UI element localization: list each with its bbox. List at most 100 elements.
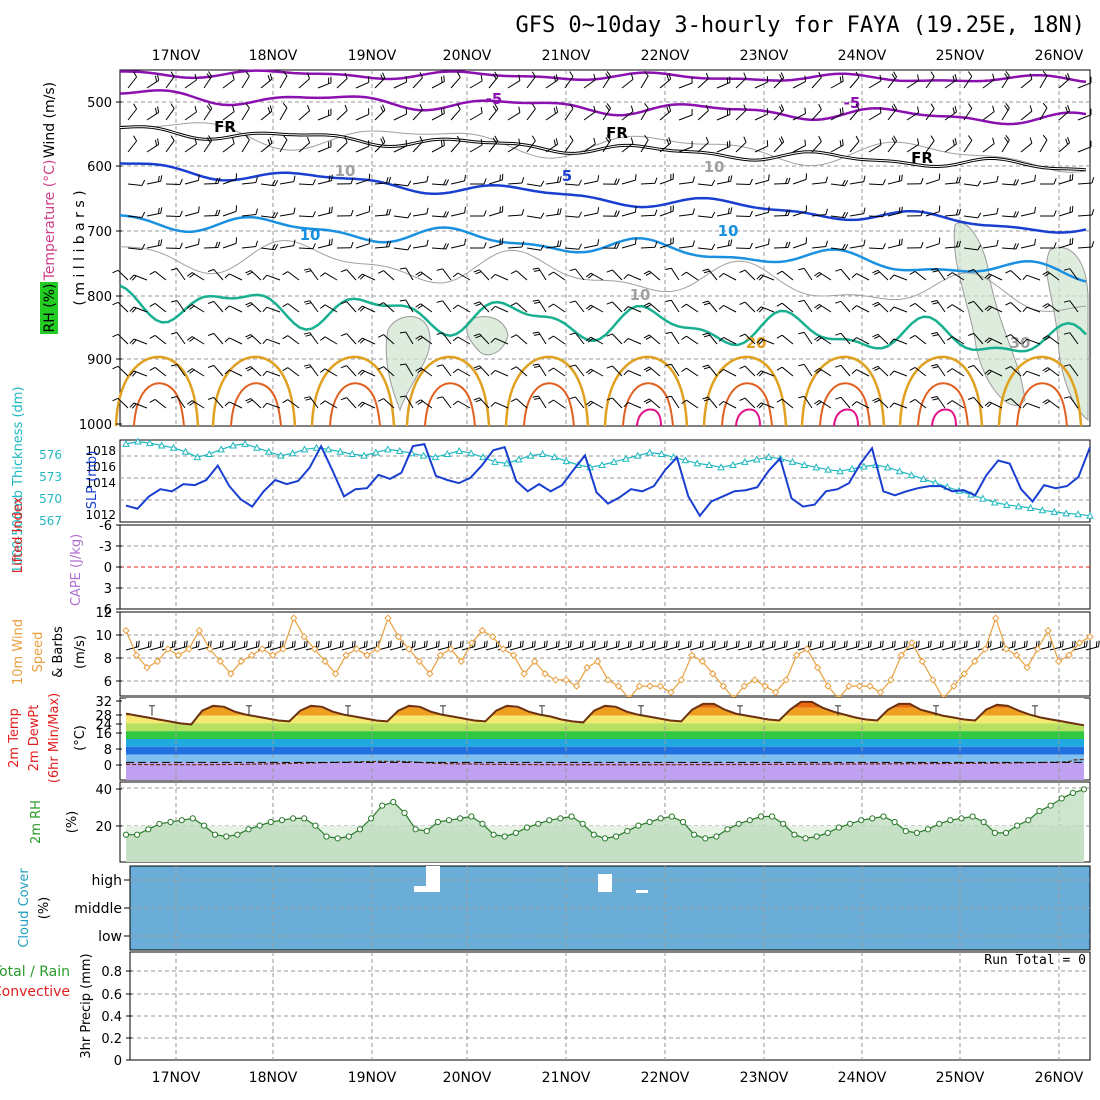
wind-barb-flag [531, 135, 536, 142]
wind-barb [982, 79, 995, 89]
wind-barb-flag [855, 71, 860, 78]
wind-barb-flag [282, 335, 289, 340]
thickness-point [205, 450, 214, 458]
wind-barb [723, 400, 737, 409]
wind-barb-flag [851, 305, 857, 310]
contour-label: 10 [335, 162, 356, 180]
wind-barb-flag [414, 640, 416, 647]
wind10-point [782, 676, 790, 684]
wind-barb [811, 182, 826, 185]
wind-barb-flag [215, 209, 218, 216]
thickness-point [764, 453, 773, 461]
wind-barb [176, 268, 186, 281]
wind-barb-flag [267, 138, 271, 145]
wind-barb-flag [1022, 338, 1028, 345]
rh-point [1036, 808, 1043, 815]
wind-barb [1010, 270, 1022, 281]
temp-ylabel-c: (6hr Min/Max) [47, 693, 62, 783]
temp-ylabel-b: 2m DewPt [27, 705, 42, 772]
date-label: 19NOV [348, 1070, 397, 1086]
wind10-point [258, 645, 266, 653]
wind-barb-flag [510, 302, 517, 307]
wind-barb-flag [987, 641, 990, 648]
wind-barb-flag [532, 363, 539, 366]
wind-barb-flag [456, 71, 461, 78]
wind-barb-flag [723, 641, 726, 648]
wind-barb-flag [967, 135, 973, 141]
date-label: 17NOV [152, 1070, 201, 1086]
wind-barb [678, 114, 693, 121]
wind10-point [635, 682, 644, 690]
wind-barb-flag [1059, 641, 1062, 648]
cloud-level-label: middle [74, 901, 122, 917]
wind-barb-flag [452, 336, 459, 342]
wind-barb-flag [224, 273, 230, 279]
wind-barb-flag [357, 337, 363, 343]
wind-barb-flag [939, 641, 942, 648]
wind-barb [575, 396, 585, 409]
rh-point [234, 831, 241, 838]
thickness-point [526, 451, 535, 459]
rh-point [858, 817, 865, 824]
temp-contour-20 [211, 355, 297, 427]
wind-barb-flag [507, 641, 510, 648]
wind-barb [640, 214, 656, 217]
wind-barb-flag [920, 177, 924, 184]
wind-barb-flag [149, 270, 156, 275]
thickness-point [705, 460, 714, 468]
wind-barb-flag [282, 367, 289, 372]
wind-barb-flag [189, 369, 195, 374]
wind-barb [811, 77, 822, 89]
wind-barb-flag [718, 305, 724, 310]
wind-barb [383, 302, 395, 313]
wind-barb-flag [312, 243, 316, 249]
wind-barb-flag [665, 395, 672, 398]
wind-barb [526, 183, 541, 187]
wind-barb [686, 303, 699, 313]
wind-barb-flag [198, 174, 200, 181]
wind-barb-flag [615, 641, 618, 648]
wind-barb-flag [483, 178, 487, 185]
wind-barb-flag [846, 640, 848, 647]
wind-barb-flag [344, 136, 348, 143]
wind-barb [1077, 182, 1093, 185]
wind-barb [165, 140, 175, 153]
rh-point [902, 828, 909, 835]
wind-barb-flag [893, 71, 898, 78]
wind-barb [840, 364, 851, 377]
wind-barb-flag [1044, 400, 1051, 405]
wind-barb [1026, 274, 1041, 281]
wind-barb [973, 301, 984, 313]
wind-barb-flag [293, 175, 296, 182]
wind-barb [583, 143, 596, 153]
wind-barb-flag [1053, 178, 1057, 185]
wind10-point [761, 682, 769, 690]
wind-barb [442, 364, 452, 377]
wind-barb-flag [968, 300, 974, 304]
temp-band [126, 707, 1084, 716]
wind-barb [526, 108, 536, 121]
thickness-point [538, 450, 547, 458]
precip-legend-a: Total / Rain [0, 964, 70, 980]
wind-barb-flag [255, 240, 258, 247]
wind-barb [583, 180, 598, 185]
wind-barb-flag [654, 640, 656, 647]
wind-barb-flag [776, 366, 783, 371]
wind-barb [450, 180, 465, 185]
wind10-point [908, 639, 916, 647]
wind-barb-flag [210, 640, 212, 647]
tick-label: 32 [95, 695, 112, 710]
rh-point [624, 828, 631, 835]
wind-barb-flag [483, 242, 487, 249]
wind-barb-flag [419, 104, 423, 111]
li-ylabel-cape: CAPE (J/kg) [69, 534, 84, 606]
wind-barb [298, 215, 314, 218]
wind-barb-flag [246, 335, 253, 340]
thickness-point [514, 455, 523, 463]
wind-barb-flag [990, 640, 992, 647]
wind10-point [248, 651, 256, 659]
wind-barb-flag [112, 269, 119, 274]
wind-barb-flag [443, 107, 445, 114]
wind-barb-flag [342, 640, 344, 647]
